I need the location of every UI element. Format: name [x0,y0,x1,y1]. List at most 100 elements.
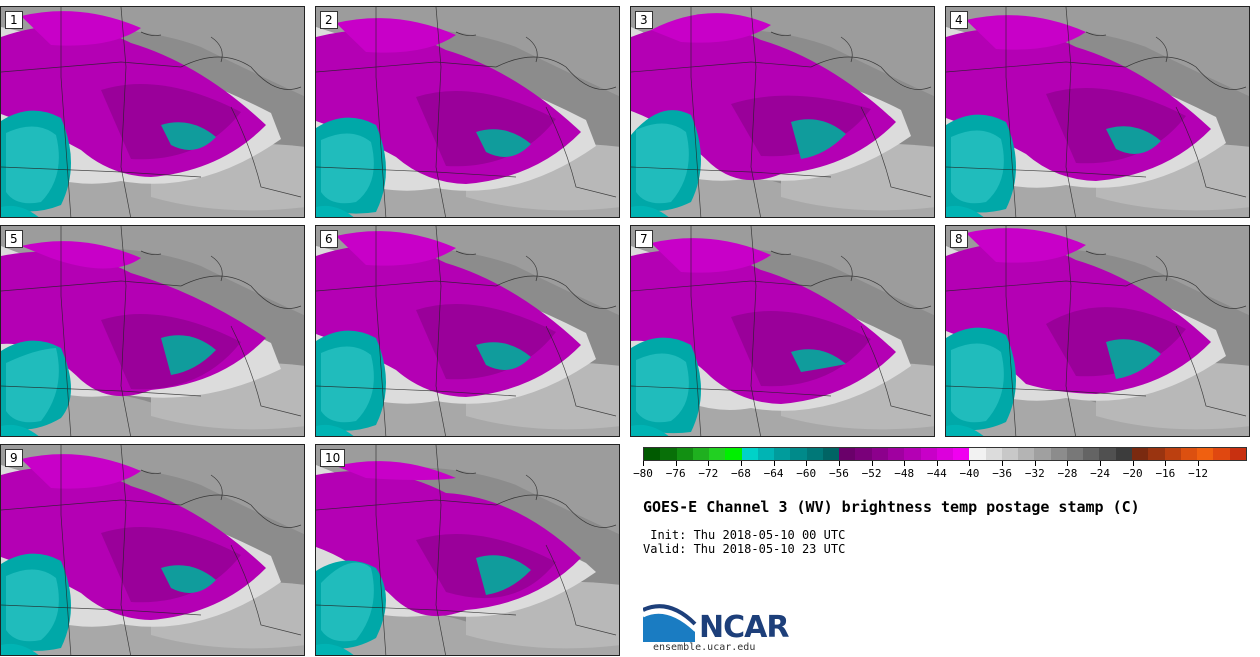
water-vapor-map [316,445,619,655]
colorbar-tick-label: −24 [1090,467,1111,480]
colorbar-swatch [1229,448,1246,460]
colorbar-swatch [1164,448,1181,460]
colorbar-swatch [725,448,742,460]
postage-stamp-panel: 8 [945,225,1250,437]
colorbar-tick-label: −44 [926,467,947,480]
colorbar-tick-label: −36 [992,467,1013,480]
colorbar-tick-label: −52 [861,467,882,480]
colorbar [643,447,1247,461]
colorbar-tick-label: −28 [1057,467,1078,480]
colorbar-tick [838,461,840,466]
colorbar-swatch [953,448,970,460]
colorbar-tick-label: −12 [1188,467,1208,480]
postage-stamp-panel: 1 [0,6,305,218]
colorbar-tick [1034,461,1036,466]
panel-number: 10 [320,449,346,467]
panel-number: 8 [950,230,968,248]
colorbar-swatch [1180,448,1198,460]
colorbar-swatch [1083,448,1100,460]
colorbar-swatch [1213,448,1230,460]
colorbar-swatch [839,448,856,460]
colorbar-tick-label: −16 [1155,467,1176,480]
colorbar-swatch [757,448,775,460]
colorbar-swatch [985,448,1002,460]
ncar-logo-text: NCAR [699,610,789,645]
colorbar-tick-label: −80 [633,467,653,480]
colorbar-swatch [871,448,888,460]
colorbar-swatch [1197,448,1214,460]
colorbar-tick [643,461,644,466]
colorbar-tick [1165,461,1167,466]
colorbar-swatch [969,448,986,460]
colorbar-tick [1132,461,1134,466]
postage-stamp-panel: 3 [630,6,935,218]
water-vapor-map [316,7,619,217]
colorbar-tick-label: −60 [796,467,817,480]
colorbar-tick-label: −20 [1122,467,1143,480]
colorbar-swatch [741,448,758,460]
colorbar-ticks: −80 −76 −72 −68 −64 −60 −56 −52 −48 −44 −40 −36 −32−… [633,461,1247,481]
water-vapor-map [946,226,1249,436]
valid-time: Valid: Thu 2018-05-10 23 UTC [643,542,846,556]
panel-number: 5 [5,230,23,248]
ncar-logo-icon [643,604,697,642]
colorbar-tick [708,461,710,466]
colorbar-tick-label: −56 [828,467,849,480]
postage-stamp-panel: 4 [945,6,1250,218]
colorbar-swatch [1018,448,1035,460]
colorbar-tick [773,461,775,466]
colorbar-tick [740,461,742,466]
colorbar-swatch [1034,448,1051,460]
colorbar-swatch [904,448,921,460]
water-vapor-map [316,226,619,436]
colorbar-swatch [1148,448,1165,460]
figure-title: GOES-E Channel 3 (WV) brightness temp po… [643,498,1140,516]
panel-number: 9 [5,449,23,467]
colorbar-swatch [822,448,840,460]
colorbar-swatch [855,448,872,460]
colorbar-tick [675,461,677,466]
panel-number: 2 [320,11,338,29]
postage-stamp-panel: 5 [0,225,305,437]
colorbar-swatch [692,448,710,460]
colorbar-swatch [644,448,661,460]
ensemble-url: ensemble.ucar.edu [653,642,756,653]
colorbar-swatch [920,448,937,460]
colorbar-tick-label: −32 [1024,467,1045,480]
postage-stamp-panel: 10 [315,444,620,656]
ncar-logo: NCAR ensemble.ucar.edu [643,600,803,656]
water-vapor-map [631,7,934,217]
colorbar-tick-label: −40 [959,467,980,480]
colorbar-tick [936,461,938,466]
postage-stamp-panel: 6 [315,225,620,437]
panel-number: 3 [635,11,653,29]
colorbar-tick [1067,461,1069,466]
colorbar-tick-label: −76 [665,467,686,480]
colorbar-tick-label: −68 [731,467,751,480]
postage-stamp-panel: 2 [315,6,620,218]
colorbar-swatch [1099,448,1116,460]
colorbar-tick [1002,461,1004,466]
postage-stamp-panel: 7 [630,225,935,437]
colorbar-tick [871,461,873,466]
colorbar-swatch [1131,448,1149,460]
water-vapor-map [946,7,1249,217]
colorbar-tick-label: −48 [894,467,915,480]
colorbar-swatch [790,448,807,460]
colorbar-swatch [709,448,726,460]
colorbar-tick [904,461,906,466]
colorbar-tick-label: −64 [763,467,784,480]
colorbar-swatch [887,448,905,460]
colorbar-swatch [1001,448,1019,460]
colorbar-swatch [1115,448,1132,460]
panel-number: 1 [5,11,23,29]
panel-number: 6 [320,230,338,248]
water-vapor-map [1,445,304,655]
init-time: Init: Thu 2018-05-10 00 UTC [643,528,846,542]
water-vapor-map [1,7,304,217]
water-vapor-map [631,226,934,436]
panel-number: 7 [635,230,653,248]
colorbar-swatch [1066,448,1084,460]
colorbar-tick [969,461,971,466]
postage-stamp-panel: 9 [0,444,305,656]
